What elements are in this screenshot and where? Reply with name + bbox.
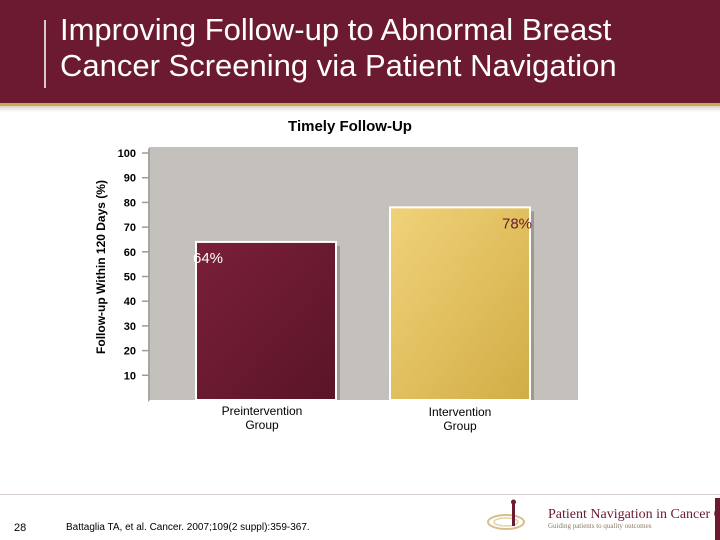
logo-name: Patient Navigation in Cancer Care [548,507,720,522]
logo-tagline: Guiding patients to quality outcomes [548,522,652,530]
slide-title-line-1: Improving Follow-up to Abnormal Breast [60,12,612,47]
page-number: 28 [14,522,27,534]
plot-area-edge [148,147,150,402]
x-category-label-line: Preintervention [221,404,303,418]
y-tick-label: 90 [124,173,136,185]
citation: Battaglia TA, et al. Cancer. 2007;109(2 … [66,522,310,533]
banner-accent-line [0,103,720,106]
x-category-label: Intervention Group [380,405,540,433]
y-tick-label: 100 [118,148,136,160]
bar-1 [195,240,337,401]
logo-swirl-icon [487,499,525,530]
bar-value-label: 78% [502,215,532,232]
x-category-label-line: Intervention [428,405,492,419]
bar-2 [389,206,531,401]
title-divider [44,20,46,88]
y-tick-label: 60 [124,247,136,259]
title-banner [0,0,720,103]
bar-value-label: 64% [193,250,223,267]
x-category-label-line: Group [443,419,477,433]
y-tick-label: 10 [124,370,136,382]
y-tick-label: 20 [124,346,136,358]
slide-title: Improving Follow-up to Abnormal Breast C… [60,12,710,84]
slide-title-line-2: Cancer Screening via Patient Navigation [60,48,617,83]
y-tick-label: 40 [124,296,136,308]
footer-accent-bar [715,498,720,540]
x-category-label: Preintervention Group [182,404,342,432]
y-tick-label: 50 [124,272,136,284]
footer-divider [0,494,720,495]
y-tick-label: 30 [124,321,136,333]
banner-shadow [0,106,720,112]
chart-title: Timely Follow-Up [288,118,412,135]
y-tick-label: 70 [124,222,136,234]
x-category-label-line: Group [245,418,279,432]
y-tick-label: 80 [124,197,136,209]
